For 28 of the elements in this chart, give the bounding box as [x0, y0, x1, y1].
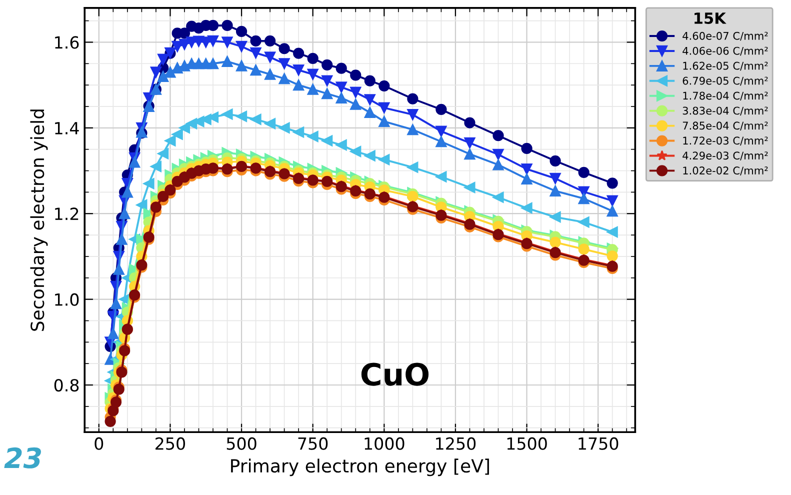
x-tick-label: 1250: [436, 437, 476, 450]
legend-label: 4.60e-07 C/mm²: [682, 32, 768, 41]
legend-label: 4.06e-06 C/mm²: [682, 46, 768, 56]
x-tick-label: 250: [156, 437, 186, 450]
legend-label: 1.02e-02 C/mm²: [683, 166, 768, 176]
legend-title: 15K: [694, 12, 726, 24]
legend-label: 3.83e-04 C/mm²: [682, 106, 768, 116]
y-tick-label: 0.8: [54, 378, 79, 392]
x-tick-label: 0: [94, 437, 104, 450]
x-tick-label: 1750: [578, 437, 618, 450]
legend-label: 4.29e-03 C/mm²: [682, 152, 768, 160]
legend-label: 1.62e-05 C/mm²: [683, 62, 768, 71]
legend-label: 1.78e-04 C/mm²: [683, 92, 768, 101]
x-axis-title: Primary electron energy [eV]: [231, 458, 489, 476]
y-tick-label: 1.6: [55, 36, 79, 49]
x-tick-label: 1500: [507, 437, 547, 450]
annotation: CuO: [361, 362, 429, 386]
legend-label: 1.72e-03 C/mm²: [683, 136, 768, 146]
legend-label: 7.85e-04 C/mm²: [682, 122, 768, 130]
y-tick-label: 1.2: [55, 208, 78, 220]
y-tick-label: 1.0: [55, 293, 79, 306]
y-axis-title: Secondary electron yield: [30, 110, 48, 331]
y-tick-label: 1.4: [55, 122, 79, 134]
x-tick-label: 500: [226, 437, 256, 450]
text: 23: [4, 447, 41, 468]
x-tick-label: 750: [298, 437, 328, 450]
x-tick-label: 1000: [364, 437, 404, 450]
legend-label: 6.79e-05 C/mm²: [682, 76, 768, 86]
